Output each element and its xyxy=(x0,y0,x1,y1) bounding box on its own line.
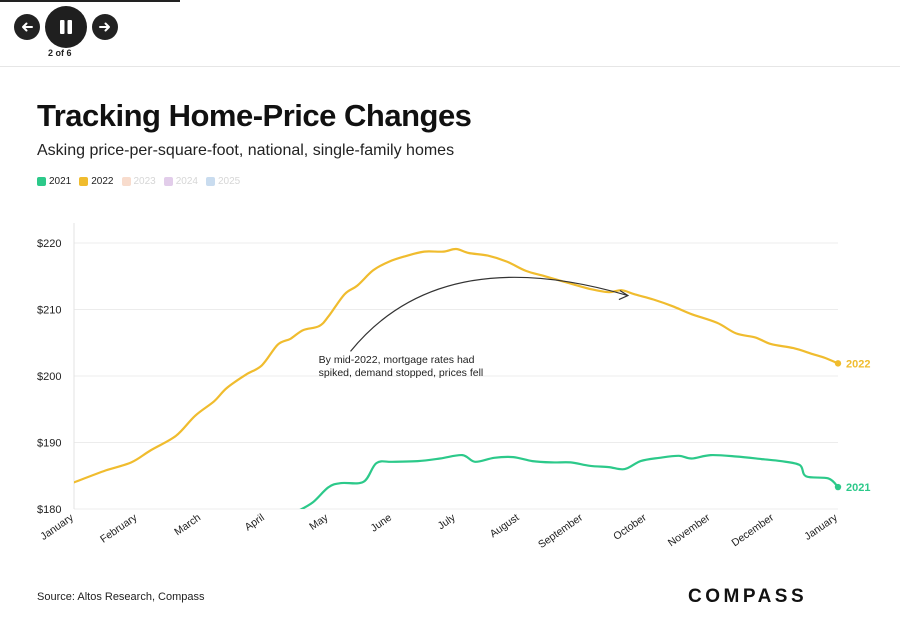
x-tick-label: August xyxy=(488,512,522,541)
source-note: Source: Altos Research, Compass xyxy=(37,591,205,603)
legend-item-2025[interactable]: 2025 xyxy=(206,176,240,187)
chart-title: Tracking Home-Price Changes xyxy=(37,98,472,133)
x-tick-label: June xyxy=(369,512,395,535)
y-tick-label: $200 xyxy=(37,371,61,383)
previous-slide-button[interactable] xyxy=(14,14,40,40)
legend-label: 2025 xyxy=(218,176,241,187)
arrow-right-icon xyxy=(99,22,110,32)
legend-item-2023[interactable]: 2023 xyxy=(121,176,156,187)
legend-label: 2022 xyxy=(91,176,114,187)
x-tick-label: September xyxy=(536,511,585,551)
x-tick-label: July xyxy=(436,511,459,532)
legend-swatch xyxy=(121,177,131,186)
compass-logo: COMPASS xyxy=(688,586,808,607)
arrow-left-icon xyxy=(22,22,33,32)
y-tick-label: $190 xyxy=(37,438,61,450)
legend-item-2022[interactable]: 2022 xyxy=(79,176,114,187)
top-rule xyxy=(0,0,180,2)
chart-legend: 2021 2022 2023 2024 2025 xyxy=(37,176,240,187)
legend-swatch xyxy=(79,177,89,186)
legend-label: 2023 xyxy=(133,176,156,187)
header-divider xyxy=(0,66,900,67)
y-tick-label: $210 xyxy=(37,305,61,317)
x-tick-label: March xyxy=(172,512,203,539)
x-tick-label: May xyxy=(307,511,331,533)
legend-label: 2021 xyxy=(49,176,72,187)
line-chart: $180 $190 $200 $210 $220 January February March… xyxy=(37,223,870,551)
legend-item-2024[interactable]: 2024 xyxy=(163,176,198,187)
x-tick-label: October xyxy=(611,511,649,543)
legend-swatch xyxy=(163,177,173,186)
y-tick-label: $220 xyxy=(37,238,61,250)
series-end-point-2021 xyxy=(834,483,842,491)
series-line-2021 xyxy=(299,453,840,509)
pause-icon xyxy=(60,20,72,34)
next-slide-button[interactable] xyxy=(92,14,118,40)
x-tick-label: December xyxy=(729,511,776,549)
annotation-text: spiked, demand stopped, prices fell xyxy=(319,367,484,379)
annotation-arrow xyxy=(350,276,629,352)
x-tick-label: February xyxy=(98,511,140,545)
chart-subtitle: Asking price-per-square-foot, national, … xyxy=(37,142,455,159)
series-end-point-2022 xyxy=(834,360,842,367)
annotation-arrowhead xyxy=(618,290,630,301)
pause-button[interactable] xyxy=(45,6,87,48)
series-end-label-2021: 2021 xyxy=(846,482,870,494)
series-line-2022 xyxy=(74,247,840,484)
slideshow-controls xyxy=(14,6,118,48)
legend-swatch xyxy=(206,177,215,186)
legend-label: 2024 xyxy=(175,176,198,187)
series-end-label-2022: 2022 xyxy=(846,358,870,370)
y-tick-label: $180 xyxy=(37,504,61,516)
legend-swatch xyxy=(37,177,46,186)
x-tick-label: April xyxy=(243,512,267,534)
legend-item-2021[interactable]: 2021 xyxy=(37,176,71,187)
annotation-text: By mid-2022, mortgage rates had xyxy=(319,354,475,366)
slide-counter: 2 of 6 xyxy=(48,48,72,58)
x-tick-label: January xyxy=(802,511,840,543)
x-tick-label: November xyxy=(666,511,713,549)
